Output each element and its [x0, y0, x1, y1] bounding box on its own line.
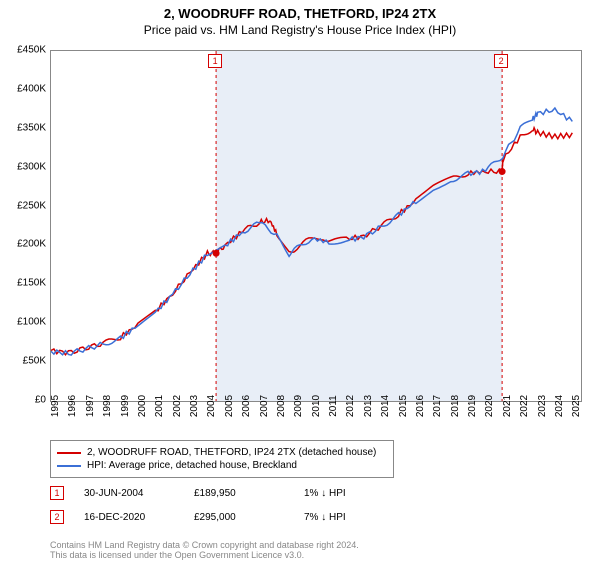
x-tick-label: 2015 [398, 395, 409, 417]
legend: 2, WOODRUFF ROAD, THETFORD, IP24 2TX (de… [50, 440, 394, 478]
x-tick-label: 2018 [450, 395, 461, 417]
legend-item-hpi: HPI: Average price, detached house, Brec… [57, 460, 387, 471]
footer-line: This data is licensed under the Open Gov… [50, 550, 359, 560]
sale-date: 30-JUN-2004 [84, 488, 194, 499]
chart-area: £0£50K£100K£150K£200K£250K£300K£350K£400… [50, 50, 580, 400]
x-tick-label: 2001 [154, 395, 165, 417]
legend-line-icon [57, 452, 81, 454]
chart-title: 2, WOODRUFF ROAD, THETFORD, IP24 2TX [0, 6, 600, 21]
y-tick-label: £450K [6, 45, 46, 56]
sale-price: £189,950 [194, 488, 304, 499]
sale-delta: 7% ↓ HPI [304, 512, 414, 523]
x-tick-label: 2016 [415, 395, 426, 417]
x-tick-label: 2024 [554, 395, 565, 417]
plot [50, 50, 582, 402]
x-tick-label: 1998 [102, 395, 113, 417]
sale-delta: 1% ↓ HPI [304, 488, 414, 499]
x-tick-label: 2017 [432, 395, 443, 417]
x-tick-label: 2019 [467, 395, 478, 417]
x-tick-label: 2003 [189, 395, 200, 417]
x-tick-label: 2021 [502, 395, 513, 417]
x-tick-label: 2012 [345, 395, 356, 417]
x-tick-label: 2007 [259, 395, 270, 417]
legend-item-property: 2, WOODRUFF ROAD, THETFORD, IP24 2TX (de… [57, 447, 387, 458]
x-tick-label: 2020 [484, 395, 495, 417]
x-tick-label: 2002 [172, 395, 183, 417]
x-tick-label: 2011 [328, 395, 339, 417]
y-tick-label: £150K [6, 278, 46, 289]
y-tick-label: £250K [6, 200, 46, 211]
sale-date: 16-DEC-2020 [84, 512, 194, 523]
x-tick-label: 2025 [571, 395, 582, 417]
legend-label: 2, WOODRUFF ROAD, THETFORD, IP24 2TX (de… [87, 447, 376, 458]
x-tick-label: 2013 [363, 395, 374, 417]
x-tick-label: 2004 [206, 395, 217, 417]
chart-marker-icon: 1 [208, 54, 222, 68]
sale-price: £295,000 [194, 512, 304, 523]
x-tick-label: 2000 [137, 395, 148, 417]
y-tick-label: £50K [6, 356, 46, 367]
sale-row: 2 16-DEC-2020 £295,000 7% ↓ HPI [50, 510, 414, 524]
chart-subtitle: Price paid vs. HM Land Registry's House … [0, 23, 600, 37]
x-tick-label: 1996 [67, 395, 78, 417]
y-tick-label: £400K [6, 83, 46, 94]
x-tick-label: 1995 [50, 395, 61, 417]
x-tick-label: 2014 [380, 395, 391, 417]
x-tick-label: 2010 [311, 395, 322, 417]
x-tick-label: 1999 [120, 395, 131, 417]
y-tick-label: £100K [6, 317, 46, 328]
sale-marker-icon: 2 [50, 510, 64, 524]
y-tick-label: £350K [6, 122, 46, 133]
x-tick-label: 2005 [224, 395, 235, 417]
x-tick-label: 1997 [85, 395, 96, 417]
x-tick-label: 2023 [537, 395, 548, 417]
y-tick-label: £300K [6, 161, 46, 172]
x-tick-label: 2009 [293, 395, 304, 417]
footer: Contains HM Land Registry data © Crown c… [50, 540, 359, 560]
y-tick-label: £0 [6, 395, 46, 406]
legend-line-icon [57, 465, 81, 467]
sale-row: 1 30-JUN-2004 £189,950 1% ↓ HPI [50, 486, 414, 500]
x-tick-label: 2006 [241, 395, 252, 417]
x-tick-label: 2008 [276, 395, 287, 417]
footer-line: Contains HM Land Registry data © Crown c… [50, 540, 359, 550]
y-tick-label: £200K [6, 239, 46, 250]
chart-marker-icon: 2 [494, 54, 508, 68]
sale-marker-icon: 1 [50, 486, 64, 500]
x-tick-label: 2022 [519, 395, 530, 417]
legend-label: HPI: Average price, detached house, Brec… [87, 460, 297, 471]
